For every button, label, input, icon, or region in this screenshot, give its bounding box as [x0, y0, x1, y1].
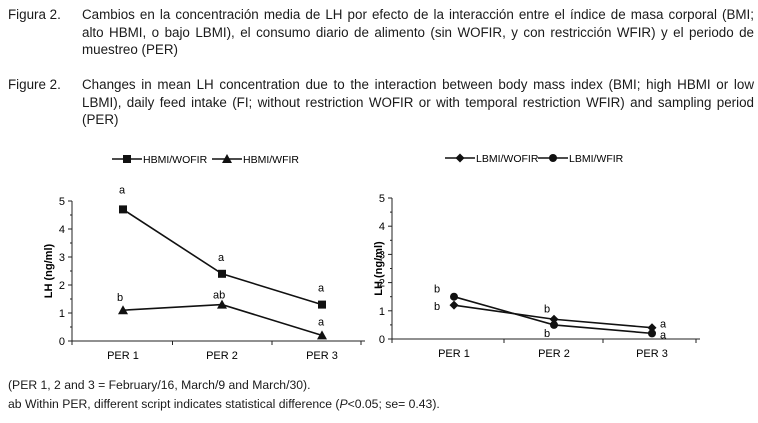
- caption-english-label: Figure 2.: [8, 77, 61, 92]
- chart-1-hbmi-wfir-line: [122, 303, 323, 337]
- chart-1-y-tick-label: 4: [59, 224, 65, 236]
- chart-2-lbmi-wofir-point: [549, 314, 559, 324]
- chart-1-hbmi-wofir-legend-marker: [123, 155, 131, 163]
- chart-2-y-tick-label: 0: [379, 334, 385, 346]
- chart-1-y-tick-label: 0: [59, 336, 65, 348]
- chart-1-hbmi-wfir-point: [217, 299, 227, 309]
- chart-1-y-tick-label: 3: [59, 252, 65, 264]
- chart-1-y-tick-label: 5: [59, 196, 65, 208]
- footnote-p-symbol: P: [339, 397, 348, 411]
- chart-2-lbmi-wofir-letter: b: [544, 303, 550, 315]
- chart-2-y-tick-label: 3: [379, 249, 385, 261]
- chart-1-y-tick-label: 2: [59, 280, 65, 292]
- footnote-periods: (PER 1, 2 and 3 = February/16, March/9 a…: [8, 378, 311, 392]
- chart-2-y-tick-label: 1: [379, 306, 385, 318]
- chart-1-hbmi-wfir-point: [317, 330, 327, 340]
- chart-2-lbmi-wfir-point: [648, 329, 656, 338]
- chart-2-x-tick-label-per-2: PER 2: [538, 348, 570, 360]
- footnote-significance-end: <0.05; se= 0.43).: [347, 397, 440, 411]
- chart-2-x-tick-label-per-3: PER 3: [636, 348, 668, 360]
- chart-1-hbmi-wofir-legend-label: HBMI/WOFIR: [143, 154, 208, 166]
- caption-english-text: Changes in mean LH concentration due to …: [82, 77, 754, 127]
- chart-1-hbmi-wofir-point: [318, 300, 326, 309]
- footnote-significance: ab Within PER, different script indicate…: [8, 397, 440, 411]
- chart-1-hbmi-wofir-point: [218, 269, 226, 278]
- chart-2-lbmi-wofir-legend-label: LBMI/WOFIR: [476, 153, 539, 165]
- chart-2-lbmi-wfir-legend-label: LBMI/WFIR: [569, 153, 624, 165]
- chart-1-hbmi-wfir-legend-label: HBMI/WFIR: [243, 154, 299, 166]
- chart-2-lbmi-wofir-point: [647, 323, 657, 333]
- chart-2-lbmi-wofir-legend-marker: [455, 153, 465, 163]
- chart-2-lbmi-wfir-point: [550, 320, 558, 329]
- chart-2-y-tick-label: 4: [379, 221, 385, 233]
- chart-1-hbmi-wofir-letter: a: [318, 283, 325, 295]
- chart-1-x-tick-label-per-3: PER 3: [306, 350, 338, 362]
- chart-1-hbmi-wofir-letter: a: [119, 184, 126, 196]
- chart-1-y-tick-label: 1: [59, 308, 65, 320]
- footnote-significance-start: ab Within PER, different script indicate…: [8, 397, 340, 411]
- chart-2-lbmi-wfir-point: [450, 292, 458, 301]
- chart-2-lbmi-wfir-letter: a: [660, 329, 667, 341]
- chart-2-lbmi-wfir-letter: b: [434, 284, 440, 296]
- chart-1-x-tick-label-per-2: PER 2: [206, 350, 238, 362]
- chart-2-y-tick-label: 2: [379, 278, 385, 290]
- chart-1-hbmi-wfir-point: [118, 305, 128, 315]
- chart-1-hbmi-wfir-letter: b: [117, 292, 123, 304]
- caption-spanish: Figura 2. Cambios en la concentración me…: [8, 6, 754, 59]
- chart-1-x-tick-label-per-1: PER 1: [107, 350, 139, 362]
- chart-1-hbmi-wofir-letter: a: [218, 252, 225, 264]
- chart-1-y-axis-label: LH (ng/ml): [43, 243, 55, 298]
- chart-2-y-axis-label: LH (ng/ml): [373, 241, 385, 296]
- chart-1-hbmi-wfir-letter: a: [318, 316, 325, 328]
- chart-2-lbmi-wfir-letter: b: [544, 328, 550, 340]
- chart-1-hbmi-wfir-letter: ab: [213, 290, 225, 302]
- chart-1-hbmi-wfir-legend-marker: [222, 154, 232, 163]
- chart-2-lbmi-wofir-letter: b: [434, 301, 440, 313]
- chart-2-y-tick-label: 5: [379, 193, 385, 205]
- chart-2-lbmi-wfir-legend-marker: [549, 154, 557, 162]
- caption-spanish-text: Cambios en la concentración media de LH …: [82, 7, 754, 57]
- chart-2-x-tick-label-per-1: PER 1: [438, 348, 470, 360]
- caption-english: Figure 2. Changes in mean LH concentrati…: [8, 76, 754, 129]
- chart-1-hbmi-wofir-point: [119, 205, 127, 214]
- chart-2-lbmi-wofir-letter: a: [660, 319, 667, 331]
- caption-spanish-label: Figura 2.: [8, 7, 61, 22]
- chart-2-lbmi-wofir-point: [449, 300, 459, 310]
